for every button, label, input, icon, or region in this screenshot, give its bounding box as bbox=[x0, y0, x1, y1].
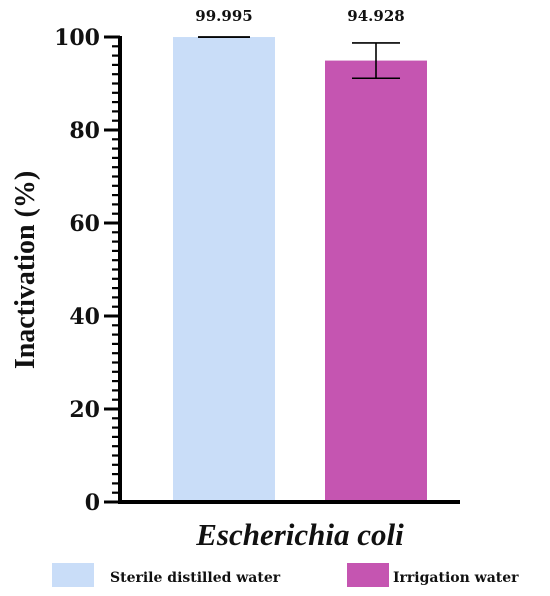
y-tick-label-80: 80 bbox=[69, 118, 100, 144]
plot-area: 99.995 94.928 0 20 40 60 80 100 bbox=[54, 7, 460, 516]
legend-label-2: Irrigation water bbox=[393, 570, 519, 586]
error-bar-2 bbox=[352, 42, 400, 80]
y-tick-label-40: 40 bbox=[69, 304, 100, 330]
data-label-1: 99.995 bbox=[195, 7, 252, 25]
y-axis-title: Inactivation (%) bbox=[10, 171, 41, 369]
y-tick-label-0: 0 bbox=[85, 490, 100, 516]
data-label-2: 94.928 bbox=[347, 7, 404, 25]
legend: Sterile distilled water Irrigation water bbox=[52, 563, 519, 587]
bar-2 bbox=[325, 60, 427, 502]
legend-swatch-1 bbox=[52, 563, 94, 587]
y-tick-label-100: 100 bbox=[54, 25, 100, 51]
x-axis-category-label: Escherichia coli bbox=[195, 517, 404, 552]
bar-1 bbox=[173, 37, 275, 502]
legend-label-1: Sterile distilled water bbox=[110, 570, 281, 586]
legend-swatch-2 bbox=[347, 563, 389, 587]
y-tick-label-20: 20 bbox=[69, 397, 100, 423]
y-tick-label-60: 60 bbox=[69, 211, 100, 237]
